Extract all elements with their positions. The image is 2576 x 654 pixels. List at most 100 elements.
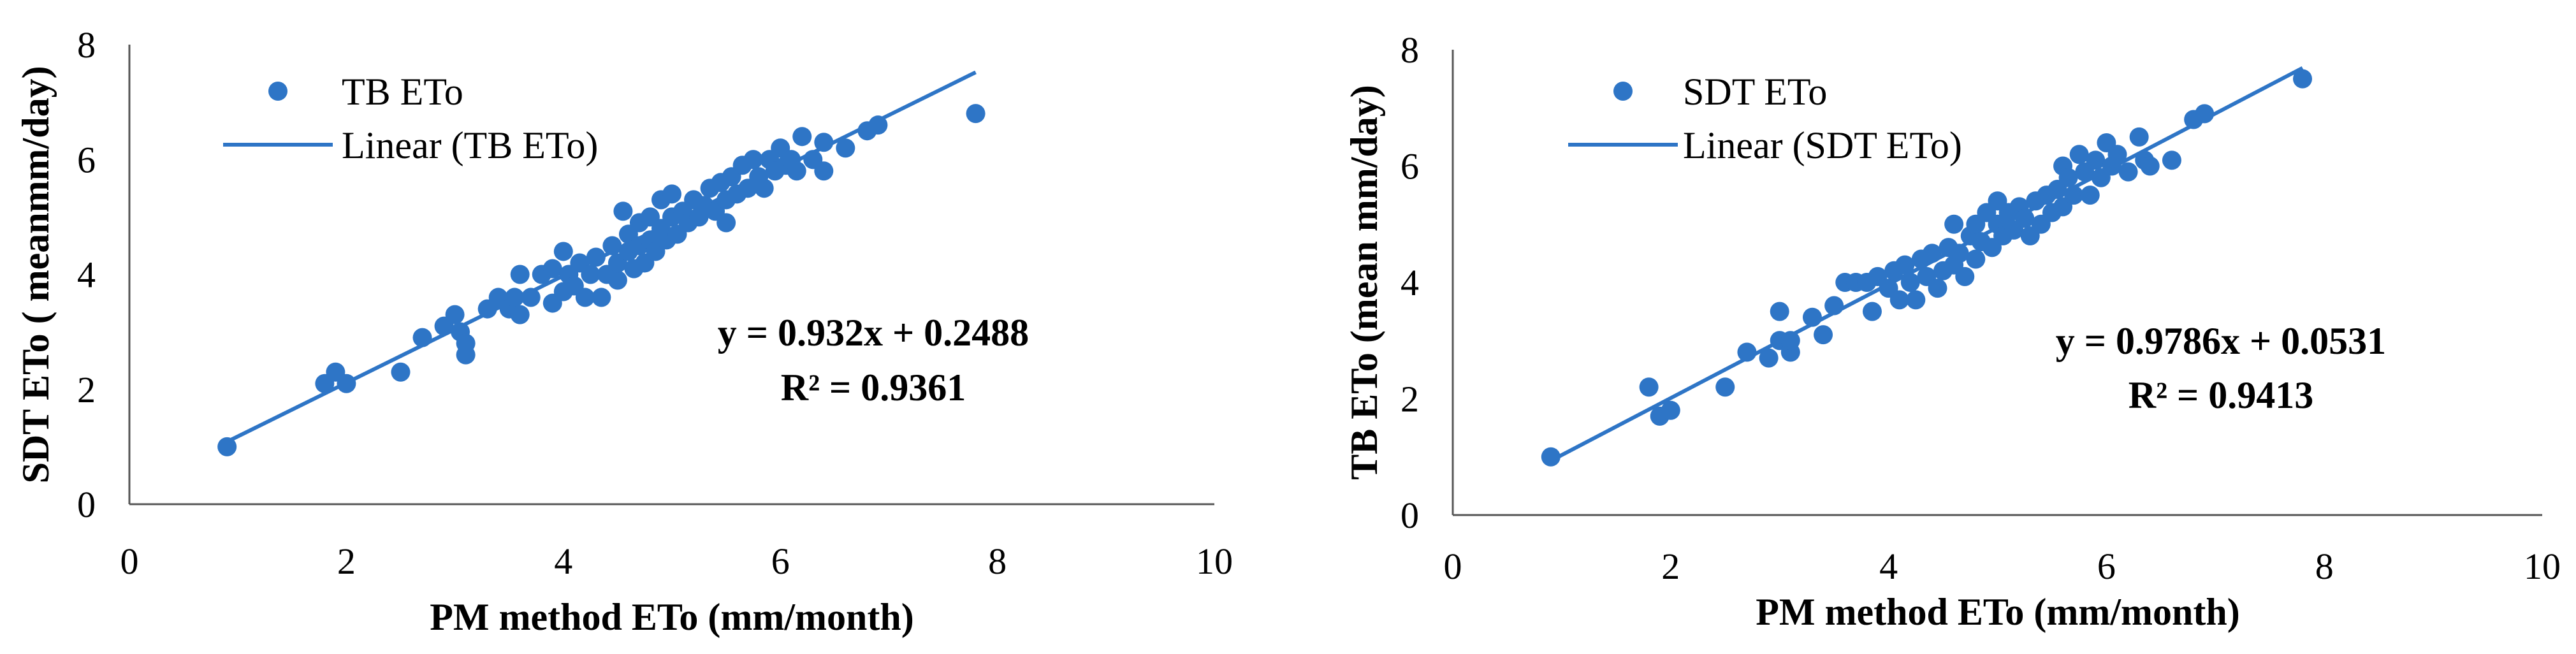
chart-sdt-vs-pm: 0 2 4 6 8 10 0 2 4 6 8 PM method ETo (mm/month) T… [1343,29,2561,633]
data-point [1737,342,1757,362]
data-point [814,133,834,152]
data-point [2118,162,2138,182]
x-tick-label: 6 [2097,546,2116,587]
data-point [1889,290,1909,310]
y-tick-labels: 0 2 4 6 8 [1401,29,1419,536]
x-axis-title: PM method ETo (mm/month) [1756,591,2239,633]
data-point [337,374,356,393]
data-point [581,265,600,284]
data-point [1715,377,1735,397]
x-tick-label: 8 [2315,546,2334,587]
data-point [787,161,806,181]
data-point [662,184,681,204]
r-squared-label: R² = 0.9413 [2128,374,2314,416]
data-point [743,150,763,170]
y-tick-label: 6 [77,139,96,180]
data-point [1780,331,1800,351]
data-point [542,259,562,279]
data-point [445,305,465,324]
data-point [412,328,432,347]
x-tick-labels: 0 2 4 6 8 10 [1444,546,2561,587]
chart-tb-vs-pm: 0 2 4 6 8 10 0 2 4 6 8 PM method ETo (mm/month) S… [15,24,1233,638]
data-point [1966,249,1986,269]
data-point [2107,145,2127,164]
data-point [717,213,736,233]
data-point [510,305,530,324]
data-point [1900,273,1920,292]
y-tick-label: 0 [77,484,96,525]
x-tick-label: 2 [337,541,356,582]
data-point [586,247,606,267]
data-point [1770,302,1789,321]
data-point [505,287,525,307]
y-tick-label: 2 [77,369,96,411]
data-point [575,287,595,307]
data-point [1949,243,1969,263]
legend: SDT ETo Linear (SDT ETo) [1568,71,1962,166]
x-tick-label: 2 [1661,546,1680,587]
data-point [1944,214,1964,234]
legend-label-line: Linear (TB ETo) [342,124,598,166]
y-axis-title: SDT ETo ( meanmm/day) [15,66,57,483]
data-point [2086,150,2106,170]
data-point [1922,243,1942,263]
x-tick-labels: 0 2 4 6 8 10 [120,541,1233,582]
scatter-points [1541,69,2313,467]
data-point [1639,377,1659,397]
legend-label-line: Linear (SDT ETo) [1683,124,1962,166]
data-point [1759,348,1779,368]
data-point [1814,325,1833,345]
legend-label-scatter: TB ETo [342,71,463,113]
x-tick-label: 4 [554,541,572,582]
data-point [521,287,541,307]
x-tick-label: 10 [2524,546,2561,587]
data-point [1862,302,1882,321]
x-tick-label: 4 [1879,546,1898,587]
y-axis-title: TB ETo (mean mm/day) [1343,85,1385,480]
data-point [613,201,633,221]
data-point [792,127,812,147]
data-point [510,265,530,284]
data-point [1541,447,1561,467]
data-point [1661,400,1680,420]
y-tick-label: 0 [1401,495,1419,536]
y-tick-label: 8 [1401,29,1419,71]
y-tick-label: 6 [1401,146,1419,187]
data-point [608,270,627,290]
data-point [1906,290,1926,310]
y-tick-labels: 0 2 4 6 8 [77,24,96,525]
data-point [966,104,986,124]
legend-label-scatter: SDT ETo [1683,71,1827,113]
data-point [2064,185,2084,205]
data-point [456,333,476,353]
data-point [602,236,622,256]
legend-marker-scatter [268,82,287,101]
data-point [1802,307,1822,327]
regression-equation: y = 0.9786x + 0.0531 [2056,320,2386,362]
data-point [2195,104,2215,124]
data-point [2080,185,2100,205]
data-point [217,437,237,456]
data-point [2058,168,2078,187]
data-point [2162,150,2181,170]
data-point [2129,127,2149,147]
data-point [836,138,855,158]
y-tick-label: 2 [1401,379,1419,420]
data-point [592,287,611,307]
data-point [868,115,888,135]
data-point [2069,145,2089,164]
x-tick-label: 0 [120,541,139,582]
regression-equation: y = 0.932x + 0.2488 [718,312,1029,354]
y-tick-label: 4 [77,254,96,296]
x-tick-label: 6 [771,541,790,582]
legend: TB ETo Linear (TB ETo) [223,71,598,166]
data-point [1928,279,1947,298]
data-point [1824,296,1844,316]
y-tick-label: 4 [1401,262,1419,303]
x-axis-title: PM method ETo (mm/month) [430,596,913,638]
data-point [553,242,573,261]
legend-marker-scatter [1613,82,1633,101]
data-point [754,178,774,198]
x-tick-label: 8 [988,541,1007,582]
